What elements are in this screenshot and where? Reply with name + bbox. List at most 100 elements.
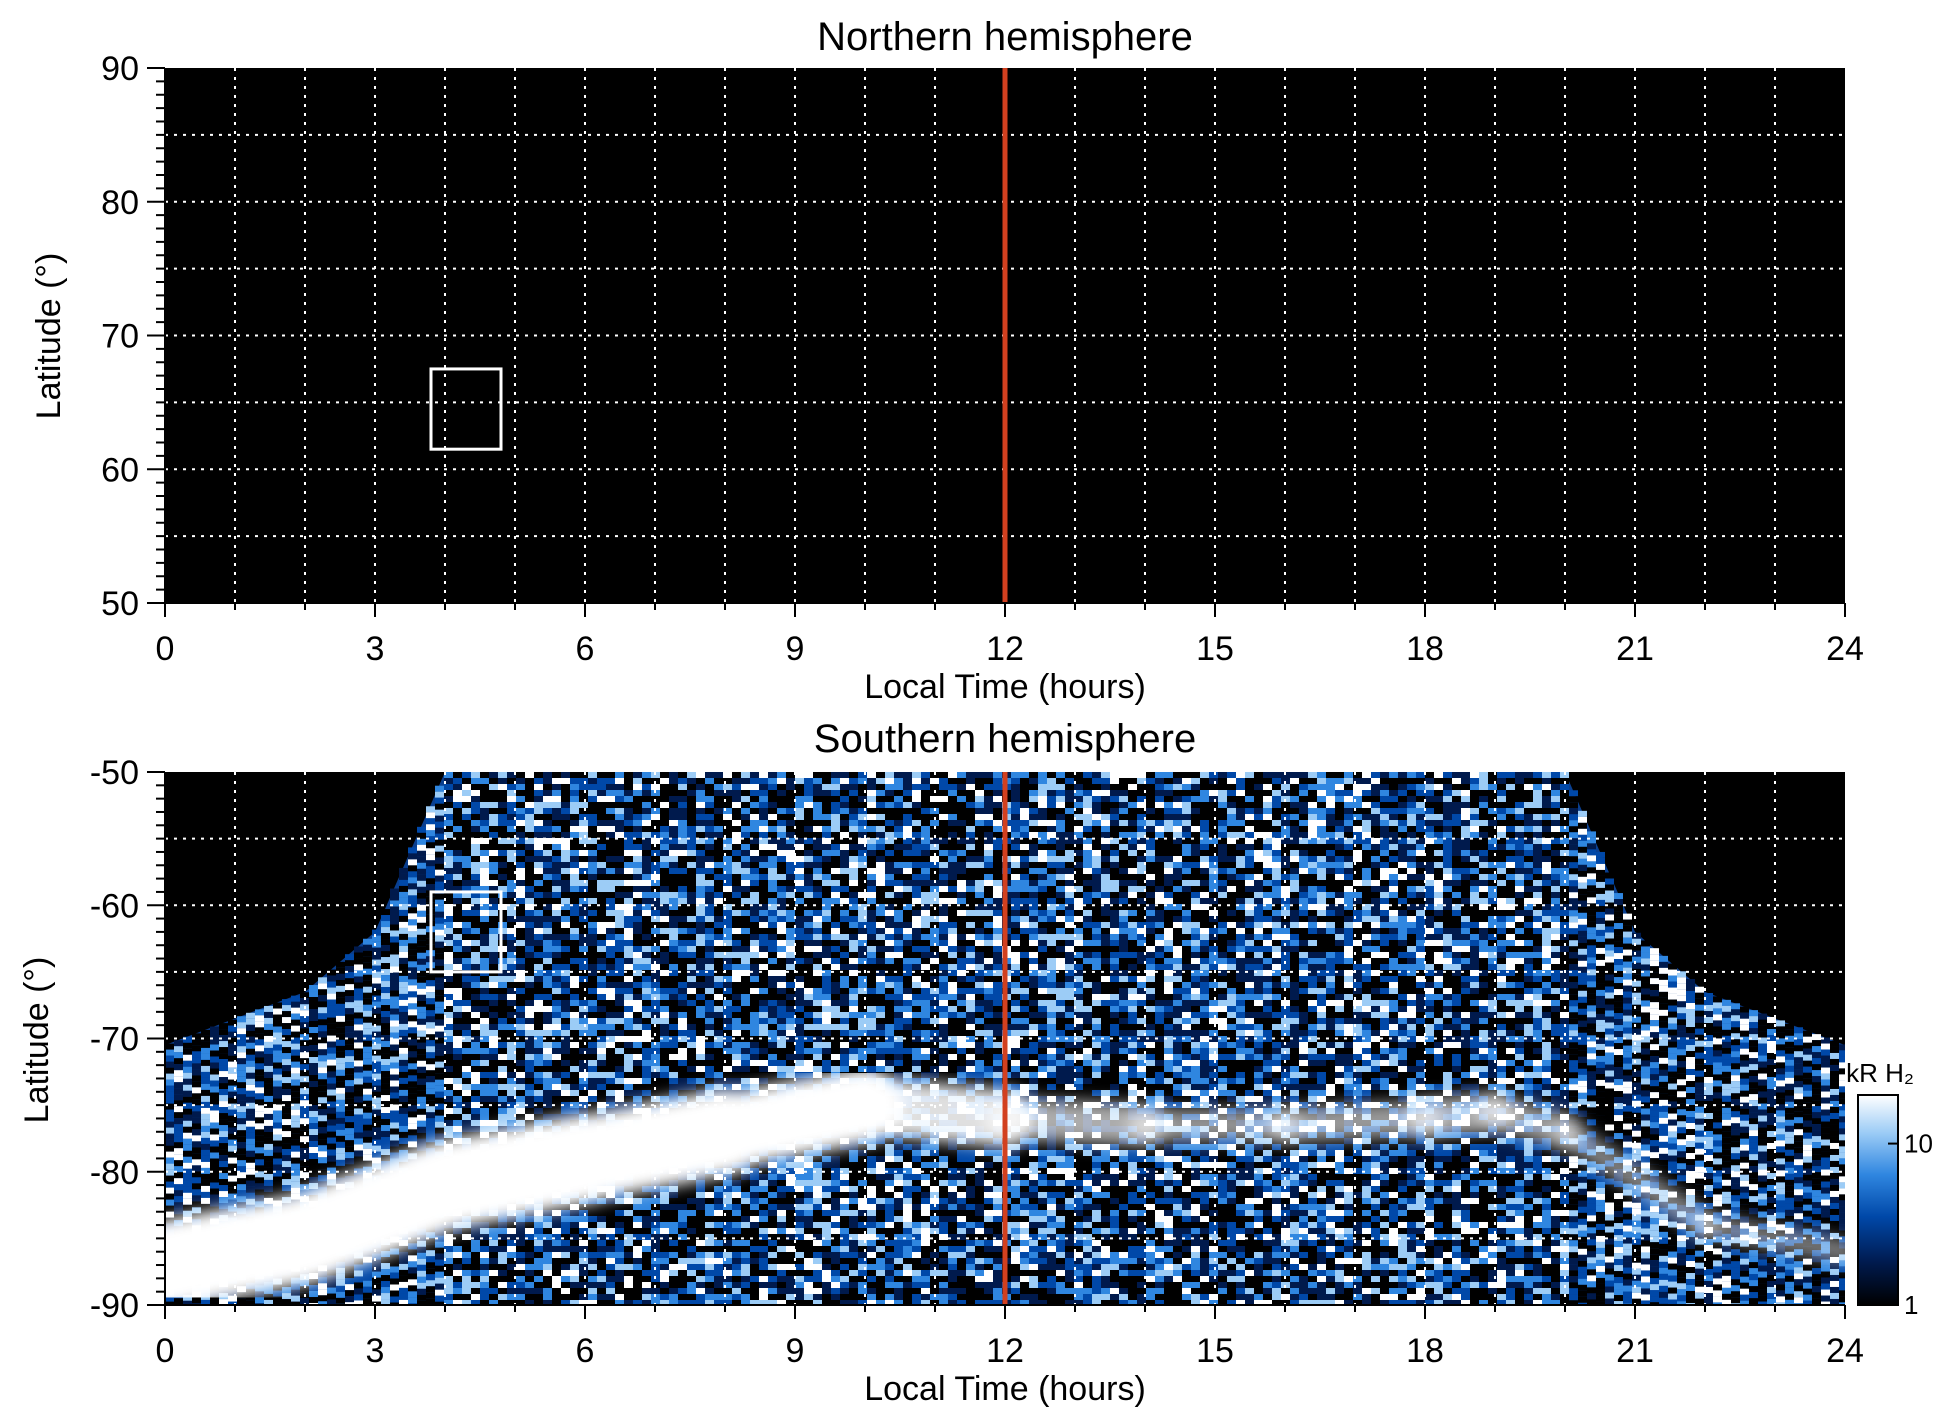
speckle-cell: [354, 1300, 363, 1305]
speckle-cell: [417, 1276, 426, 1283]
speckle-cell: [642, 1210, 651, 1216]
speckle-cell: [687, 1048, 696, 1054]
speckle-cell: [624, 778, 633, 784]
speckle-cell: [642, 1198, 651, 1204]
speckle-cell: [507, 976, 516, 982]
speckle-cell: [201, 1143, 210, 1150]
speckle-cell: [237, 1034, 246, 1041]
speckle-cell: [552, 988, 561, 994]
speckle-cell: [714, 982, 723, 988]
speckle-cell: [705, 796, 714, 802]
speckle-cell: [237, 1028, 246, 1035]
speckle-cell: [480, 886, 489, 892]
speckle-cell: [669, 868, 678, 874]
speckle-cell: [363, 1010, 372, 1017]
speckle-cell: [669, 814, 678, 820]
speckle-cell: [624, 1198, 633, 1204]
speckle-cell: [489, 814, 498, 820]
speckle-cell: [624, 946, 633, 952]
speckle-cell: [561, 1018, 570, 1024]
speckle-cell: [642, 910, 651, 916]
speckle-cell: [732, 892, 741, 898]
speckle-cell: [417, 862, 426, 869]
speckle-cell: [372, 1097, 381, 1104]
speckle-cell: [426, 1004, 435, 1011]
speckle-cell: [390, 996, 399, 1003]
speckle-cell: [660, 1084, 669, 1090]
speckle-cell: [210, 1086, 219, 1093]
speckle-cell: [390, 936, 399, 943]
speckle-cell: [345, 1116, 354, 1123]
speckle-cell: [732, 928, 741, 934]
speckle-cell: [741, 1084, 750, 1090]
speckle-cell: [435, 1247, 444, 1254]
speckle-cell: [273, 1080, 282, 1087]
speckle-cell: [669, 1066, 678, 1072]
speckle-cell: [174, 1124, 183, 1131]
speckle-cell: [534, 1000, 543, 1006]
speckle-cell: [615, 856, 624, 862]
speckle-cell: [480, 1300, 489, 1305]
speckle-cell: [426, 1286, 435, 1293]
speckle-cell: [219, 1071, 228, 1078]
speckle-cell: [660, 976, 669, 982]
speckle-cell: [597, 772, 606, 778]
speckle-cell: [471, 1114, 480, 1120]
speckle-cell: [597, 928, 606, 934]
speckle-cell: [471, 1258, 480, 1264]
speckle-cell: [381, 939, 390, 946]
speckle-cell: [624, 1282, 633, 1288]
speckle-cell: [435, 959, 444, 966]
speckle-cell: [471, 916, 480, 922]
speckle-cell: [660, 1006, 669, 1012]
speckle-cell: [660, 934, 669, 940]
speckle-cell: [669, 1078, 678, 1084]
speckle-cell: [417, 856, 426, 863]
speckle-cell: [615, 1042, 624, 1048]
speckle-cell: [426, 974, 435, 981]
speckle-cell: [750, 1006, 759, 1012]
speckle-cell: [444, 1258, 453, 1264]
speckle-cell: [228, 1097, 237, 1104]
speckle-cell: [750, 934, 759, 940]
speckle-cell: [723, 1294, 732, 1300]
speckle-cell: [696, 976, 705, 982]
speckle-cell: [705, 958, 714, 964]
speckle-cell: [687, 796, 696, 802]
speckle-cell: [651, 910, 660, 916]
speckle-cell: [741, 892, 750, 898]
speckle-cell: [363, 1046, 372, 1053]
speckle-cell: [426, 1118, 435, 1125]
speckle-cell: [714, 1252, 723, 1258]
speckle-cell: [561, 1108, 570, 1114]
speckle-cell: [543, 1048, 552, 1054]
speckle-cell: [309, 1297, 318, 1304]
speckle-cell: [669, 832, 678, 838]
speckle-cell: [237, 1142, 246, 1149]
speckle-cell: [282, 1005, 291, 1012]
speckle-cell: [714, 862, 723, 868]
speckle-cell: [462, 988, 471, 994]
speckle-cell: [462, 1036, 471, 1042]
speckle-cell: [507, 826, 516, 832]
speckle-cell: [615, 802, 624, 808]
speckle-cell: [669, 922, 678, 928]
speckle-cell: [750, 1036, 759, 1042]
speckle-cell: [210, 1176, 219, 1183]
speckle-cell: [669, 1300, 678, 1305]
speckle-cell: [624, 838, 633, 844]
speckle-cell: [732, 778, 741, 784]
speckle-cell: [246, 1036, 255, 1043]
speckle-cell: [696, 1078, 705, 1084]
speckle-cell: [462, 1066, 471, 1072]
y-tick-label: 80: [101, 184, 139, 222]
speckle-cell: [588, 778, 597, 784]
speckle-cell: [399, 1095, 408, 1102]
speckle-cell: [516, 892, 525, 898]
speckle-cell: [408, 871, 417, 878]
speckle-cell: [318, 1169, 327, 1176]
speckle-cell: [750, 832, 759, 838]
speckle-cell: [723, 1186, 732, 1192]
speckle-cell: [606, 1072, 615, 1078]
speckle-cell: [390, 1134, 399, 1141]
